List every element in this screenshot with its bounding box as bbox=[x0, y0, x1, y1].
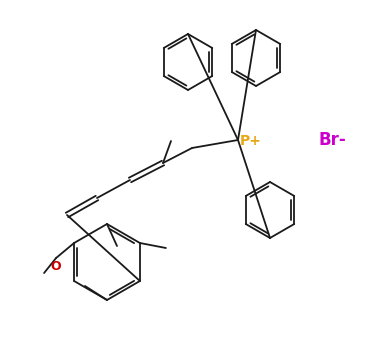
Text: Br-: Br- bbox=[318, 131, 346, 149]
Text: O: O bbox=[51, 260, 62, 273]
Text: P+: P+ bbox=[240, 134, 262, 148]
